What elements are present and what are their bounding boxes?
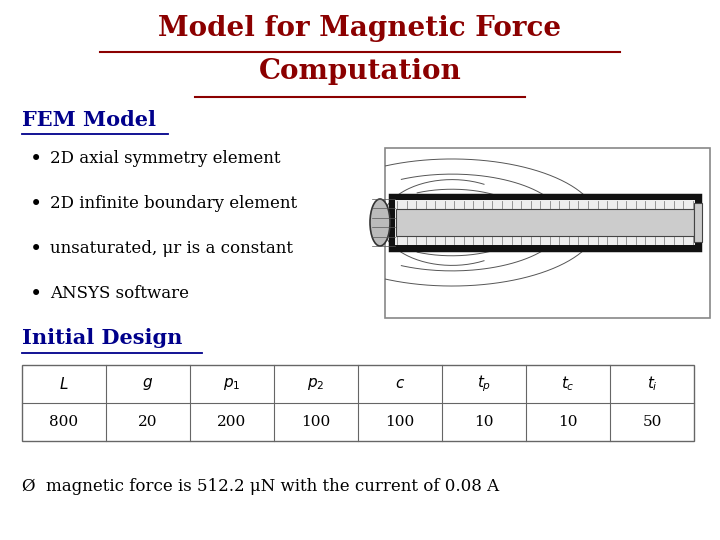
Text: 2D infinite boundary element: 2D infinite boundary element [50,195,297,212]
Text: $t_p$: $t_p$ [477,374,491,394]
Text: $c$: $c$ [395,376,405,392]
Text: $t_i$: $t_i$ [647,375,657,393]
Text: 100: 100 [302,415,330,429]
Ellipse shape [370,199,390,246]
Bar [694,203,702,242]
Bar [385,148,710,318]
Text: •: • [30,240,42,259]
Text: •: • [30,285,42,304]
Text: $g$: $g$ [143,376,153,392]
Text: 100: 100 [385,415,415,429]
Text: Initial Design: Initial Design [22,328,182,348]
Text: $t_c$: $t_c$ [561,375,575,393]
Text: 50: 50 [642,415,662,429]
Text: ANSYS software: ANSYS software [50,285,189,302]
Text: Computation: Computation [258,58,462,85]
Text: FEM Model: FEM Model [22,110,156,130]
Bar [396,209,694,237]
Bar [22,365,694,441]
Text: •: • [30,150,42,169]
Text: $p_2$: $p_2$ [307,376,325,392]
Text: unsaturated, μr is a constant: unsaturated, μr is a constant [50,240,293,257]
Text: Ø  magnetic force is 512.2 μN with the current of 0.08 A: Ø magnetic force is 512.2 μN with the cu… [22,478,499,495]
Text: $L$: $L$ [59,376,69,392]
Text: 200: 200 [217,415,247,429]
Text: 2D axial symmetry element: 2D axial symmetry element [50,150,281,167]
Text: 10: 10 [474,415,494,429]
Text: 800: 800 [50,415,78,429]
Text: $p_1$: $p_1$ [223,376,240,392]
Text: Model for Magnetic Force: Model for Magnetic Force [158,15,562,42]
Bar [390,195,700,250]
Bar [395,200,695,245]
Text: 20: 20 [138,415,158,429]
Text: 10: 10 [558,415,577,429]
Text: •: • [30,195,42,214]
